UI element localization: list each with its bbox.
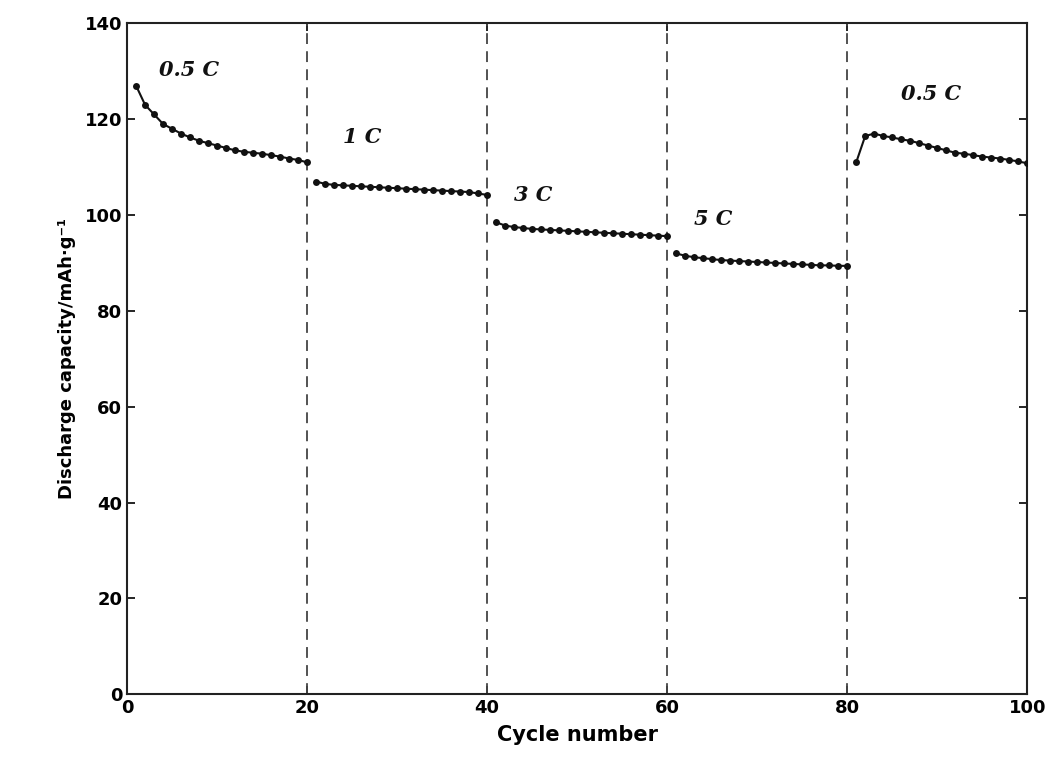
Text: 0.5 C: 0.5 C	[159, 60, 219, 80]
Text: 0.5 C: 0.5 C	[901, 84, 962, 104]
Text: 3 C: 3 C	[515, 185, 553, 204]
Y-axis label: Discharge capacity/mAh·g⁻¹: Discharge capacity/mAh·g⁻¹	[58, 218, 76, 499]
Text: 1 C: 1 C	[343, 127, 381, 147]
X-axis label: Cycle number: Cycle number	[497, 725, 658, 746]
Text: 5 C: 5 C	[695, 208, 733, 229]
